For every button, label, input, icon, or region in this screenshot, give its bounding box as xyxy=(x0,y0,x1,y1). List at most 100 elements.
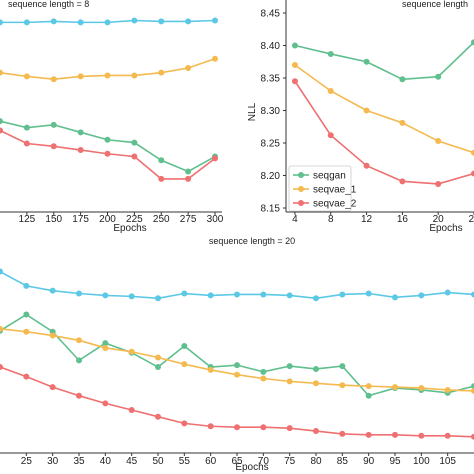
panel-seq-len-8: sequence length = 8 125 150 175 200 225 250 27… xyxy=(0,0,224,234)
data-point xyxy=(23,311,30,318)
data-point xyxy=(212,155,218,162)
data-point xyxy=(185,168,192,175)
data-point xyxy=(339,363,346,370)
data-point xyxy=(49,384,56,391)
data-point xyxy=(104,19,111,26)
data-point xyxy=(0,325,3,332)
x-tick-label: 85 xyxy=(337,456,349,467)
data-point xyxy=(128,348,135,355)
data-point xyxy=(313,428,319,435)
data-point xyxy=(158,18,165,25)
data-point xyxy=(471,383,474,390)
data-point xyxy=(418,385,425,392)
panel-title: sequence length xyxy=(402,0,468,9)
data-point xyxy=(185,65,192,72)
data-point xyxy=(23,328,30,335)
x-tick-label: 80 xyxy=(310,456,322,467)
panel-title: sequence length = 20 xyxy=(209,236,295,246)
data-point xyxy=(131,72,138,79)
data-point xyxy=(50,76,57,83)
data-point xyxy=(131,17,138,24)
legend-label: seqvae_1 xyxy=(313,185,357,196)
data-point xyxy=(76,357,82,364)
x-tick-label: 55 xyxy=(179,456,191,467)
data-point xyxy=(0,19,3,26)
data-point xyxy=(291,62,298,68)
data-point xyxy=(155,295,161,302)
data-point xyxy=(104,150,111,157)
x-tick-label: 95 xyxy=(389,456,401,467)
data-point xyxy=(23,282,30,289)
data-point xyxy=(128,407,135,414)
data-point xyxy=(185,175,192,182)
legend-marker xyxy=(298,172,304,178)
x-tick-label: 90 xyxy=(363,456,375,467)
data-point xyxy=(435,180,442,187)
data-point xyxy=(104,72,111,79)
series-line xyxy=(294,41,474,81)
panel-seq-len-top-right: sequence length 4 8 12 16 20 24 8.15 8.20 8.25 8.… xyxy=(247,0,474,234)
data-point xyxy=(286,292,293,299)
data-point xyxy=(363,162,370,169)
data-point xyxy=(339,430,346,437)
data-point xyxy=(444,432,451,439)
data-point xyxy=(207,423,214,430)
x-tick-label: 225 xyxy=(126,214,143,225)
data-point xyxy=(286,378,293,385)
data-point xyxy=(365,383,372,390)
series-line xyxy=(0,120,216,173)
y-tick-label: 8.35 xyxy=(261,74,281,85)
data-point xyxy=(76,392,82,399)
data-point xyxy=(471,291,474,298)
data-point xyxy=(181,343,188,350)
legend: seqgan seqvae_1 seqvae_2 xyxy=(288,165,357,212)
data-point xyxy=(471,149,474,156)
x-tick-label: 65 xyxy=(231,456,243,467)
data-point xyxy=(102,292,109,299)
x-tick-label: 70 xyxy=(258,456,270,467)
legend-box xyxy=(288,165,352,212)
data-point xyxy=(327,50,334,57)
data-point xyxy=(234,371,240,378)
data-point xyxy=(181,290,188,297)
x-tick-label: 8 xyxy=(328,214,334,225)
data-point xyxy=(418,292,425,299)
x-tick-label: 200 xyxy=(99,214,116,225)
data-point xyxy=(444,386,451,393)
data-point xyxy=(23,140,30,147)
data-point xyxy=(234,291,240,298)
data-point xyxy=(23,373,30,380)
x-axis-label: Epochs xyxy=(113,223,146,234)
data-point xyxy=(399,76,406,83)
series-line xyxy=(294,64,474,154)
x-tick-label: 35 xyxy=(73,456,85,467)
panel-title: sequence length = 8 xyxy=(8,0,89,9)
series-line xyxy=(0,328,474,392)
x-tick-label: 150 xyxy=(45,214,62,225)
data-point xyxy=(313,365,319,372)
x-tick-label: 275 xyxy=(180,214,197,225)
x-tick-label: 50 xyxy=(152,456,164,467)
data-point xyxy=(291,42,298,49)
data-point xyxy=(313,380,319,387)
data-point xyxy=(76,337,82,344)
data-point xyxy=(363,107,370,114)
data-point xyxy=(0,127,3,134)
data-point xyxy=(286,425,293,432)
series-line xyxy=(0,313,474,397)
data-point xyxy=(77,147,84,154)
data-point xyxy=(155,413,161,420)
data-point xyxy=(260,368,267,375)
x-tick-label: 25 xyxy=(21,456,33,467)
data-point xyxy=(327,132,334,139)
data-point xyxy=(435,138,442,145)
x-tick-label: 30 xyxy=(47,456,59,467)
x-tick-label: 16 xyxy=(397,214,409,225)
series-line xyxy=(294,80,474,185)
data-point xyxy=(131,139,138,146)
data-point xyxy=(260,424,267,431)
x-tick-label: 250 xyxy=(153,214,170,225)
data-point xyxy=(471,433,474,440)
data-point xyxy=(77,19,84,26)
